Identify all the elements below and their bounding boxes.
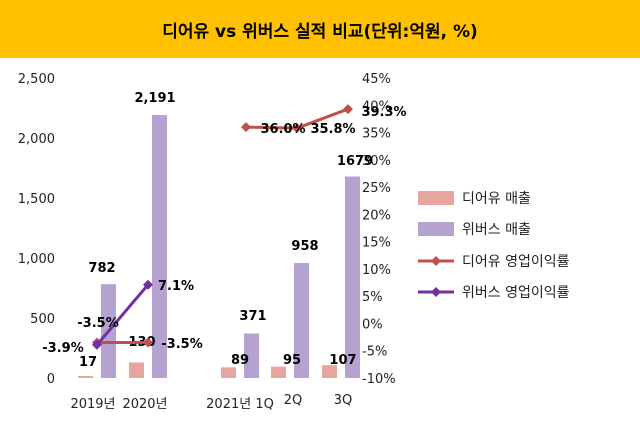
dearyou-revenue-label: 107 [329,353,356,368]
dearyou-revenue-bar [322,365,337,378]
dearyou-margin-label: 35.8% [310,122,355,137]
left-axis-tick: 500 [30,312,55,327]
dearyou-revenue-bar [271,366,286,378]
weverse-margin-label: 7.1% [158,279,194,294]
dearyou-margin-label: 39.3% [361,105,406,120]
weverse-revenue-bar [294,263,309,378]
weverse-revenue-label: 1679 [337,154,373,169]
weverse-revenue-label: 371 [239,309,266,324]
legend-marker [431,287,441,297]
right-axis-tick: 10% [362,263,391,278]
weverse-revenue-label: 958 [291,239,318,254]
right-axis-tick: 0% [362,317,383,332]
legend-label: 위버스 영업이익률 [462,285,570,301]
left-axis-tick: 1,000 [18,252,55,267]
weverse-margin-marker [143,279,153,290]
dearyou-margin-2021-marker [343,104,353,115]
chart-title-bar: 디어유 vs 위버스 실적 비교(단위:억원, %) [0,0,640,58]
dearyou-revenue-label: 17 [79,355,97,370]
dearyou-revenue-bar [129,362,144,378]
category-label: 2021년 1Q [206,397,274,412]
legend-swatch [418,191,454,205]
right-axis-tick: 20% [362,208,391,223]
left-axis-tick: 1,500 [18,192,55,207]
dearyou-margin-2021-marker [292,123,302,134]
legend-swatch [418,222,454,236]
weverse-margin-label: -3.9% [42,341,83,356]
legend-label: 위버스 매출 [462,222,531,238]
weverse-revenue-bar [244,333,259,378]
weverse-margin-line [95,283,150,346]
chart-title: 디어유 vs 위버스 실적 비교(단위:억원, %) [162,21,478,42]
legend-label: 디어유 영업이익률 [462,254,570,270]
weverse-revenue-bar [152,115,167,378]
right-axis-tick: 45% [362,72,391,87]
left-axis-tick: 2,500 [18,72,55,87]
category-label: 2019년 [70,397,115,412]
dearyou-revenue-label: 95 [283,353,301,368]
weverse-revenue-label: 2,191 [134,91,175,106]
dearyou-margin-label: -3.5% [161,337,202,352]
dearyou-margin-2021-marker [241,122,251,133]
category-label: 2020년 [122,397,167,412]
dearyou-margin-label: -3.5% [77,316,118,331]
weverse-revenue-label: 782 [88,261,115,276]
right-axis-tick: 35% [362,127,391,142]
weverse-revenue-bar [345,176,360,378]
dearyou-revenue-bar [221,367,236,378]
right-axis-tick: 40% [362,99,391,114]
dearyou-margin-2019-2020-marker [143,337,153,348]
right-axis-tick: 25% [362,181,391,196]
dearyou-margin-label: 36.0% [260,122,305,137]
category-label: 3Q [334,393,353,408]
weverse-margin-marker [92,339,102,350]
legend-label: 디어유 매출 [462,191,531,207]
right-axis-tick: 5% [362,290,383,305]
category-label: 2Q [284,393,303,408]
left-axis-tick: 2,000 [18,132,55,147]
right-axis-tick: -10% [362,372,396,387]
right-axis-tick: 15% [362,236,391,251]
dearyou-revenue-bar [78,375,93,378]
right-axis-tick: -5% [362,345,387,360]
right-axis-tick: 30% [362,154,391,169]
left-axis-tick: 0 [47,372,55,387]
dearyou-revenue-label: 89 [231,353,249,368]
legend-marker [431,256,441,266]
